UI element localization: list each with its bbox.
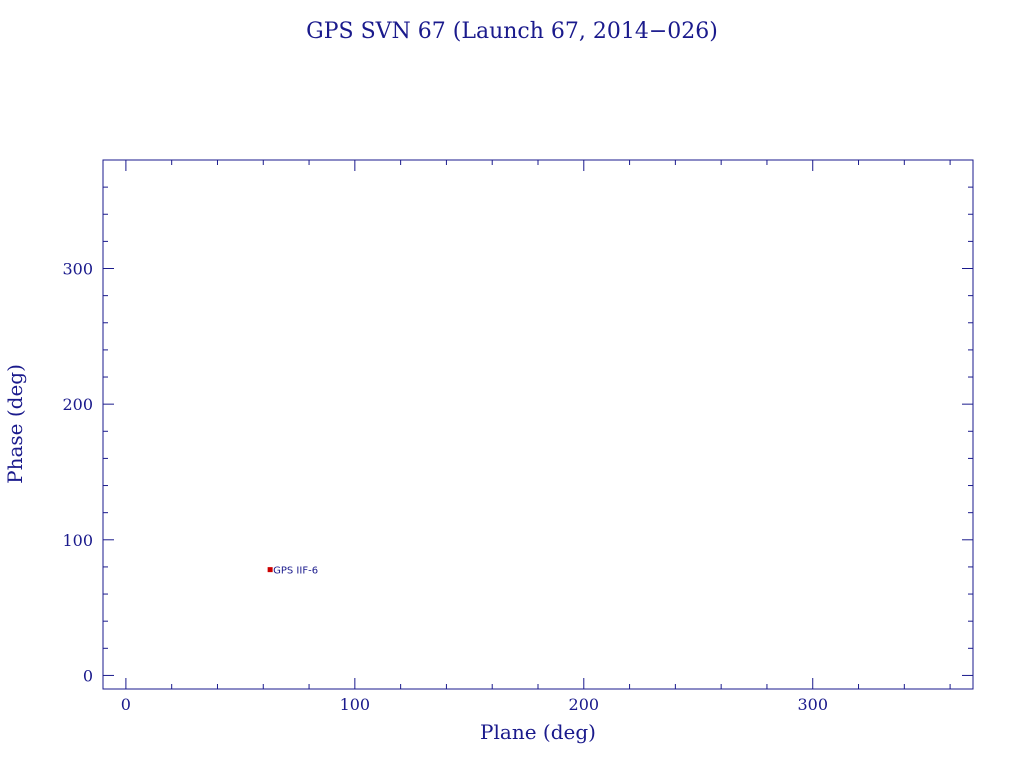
- x-axis-label: Plane (deg): [480, 720, 596, 744]
- y-tick-label: 100: [62, 531, 93, 550]
- data-point-marker: [267, 567, 273, 573]
- chart-title: GPS SVN 67 (Launch 67, 2014−026): [306, 19, 718, 44]
- data-points: GPS IIF-6: [267, 566, 318, 577]
- y-tick-label: 300: [62, 260, 93, 279]
- x-tick-label: 300: [797, 695, 828, 714]
- x-tick-label: 100: [340, 695, 371, 714]
- x-tick-label: 200: [569, 695, 600, 714]
- y-tick-label: 200: [62, 395, 93, 414]
- y-axis-label: Phase (deg): [3, 364, 27, 484]
- x-tick-label: 0: [121, 695, 131, 714]
- tick-labels: 0 100 200 300 0 100 200 300: [62, 260, 828, 714]
- y-tick-label: 0: [83, 666, 93, 685]
- plot-frame: [102, 159, 974, 690]
- data-point-label: GPS IIF-6: [273, 566, 318, 577]
- axis-ticks: [103, 159, 973, 689]
